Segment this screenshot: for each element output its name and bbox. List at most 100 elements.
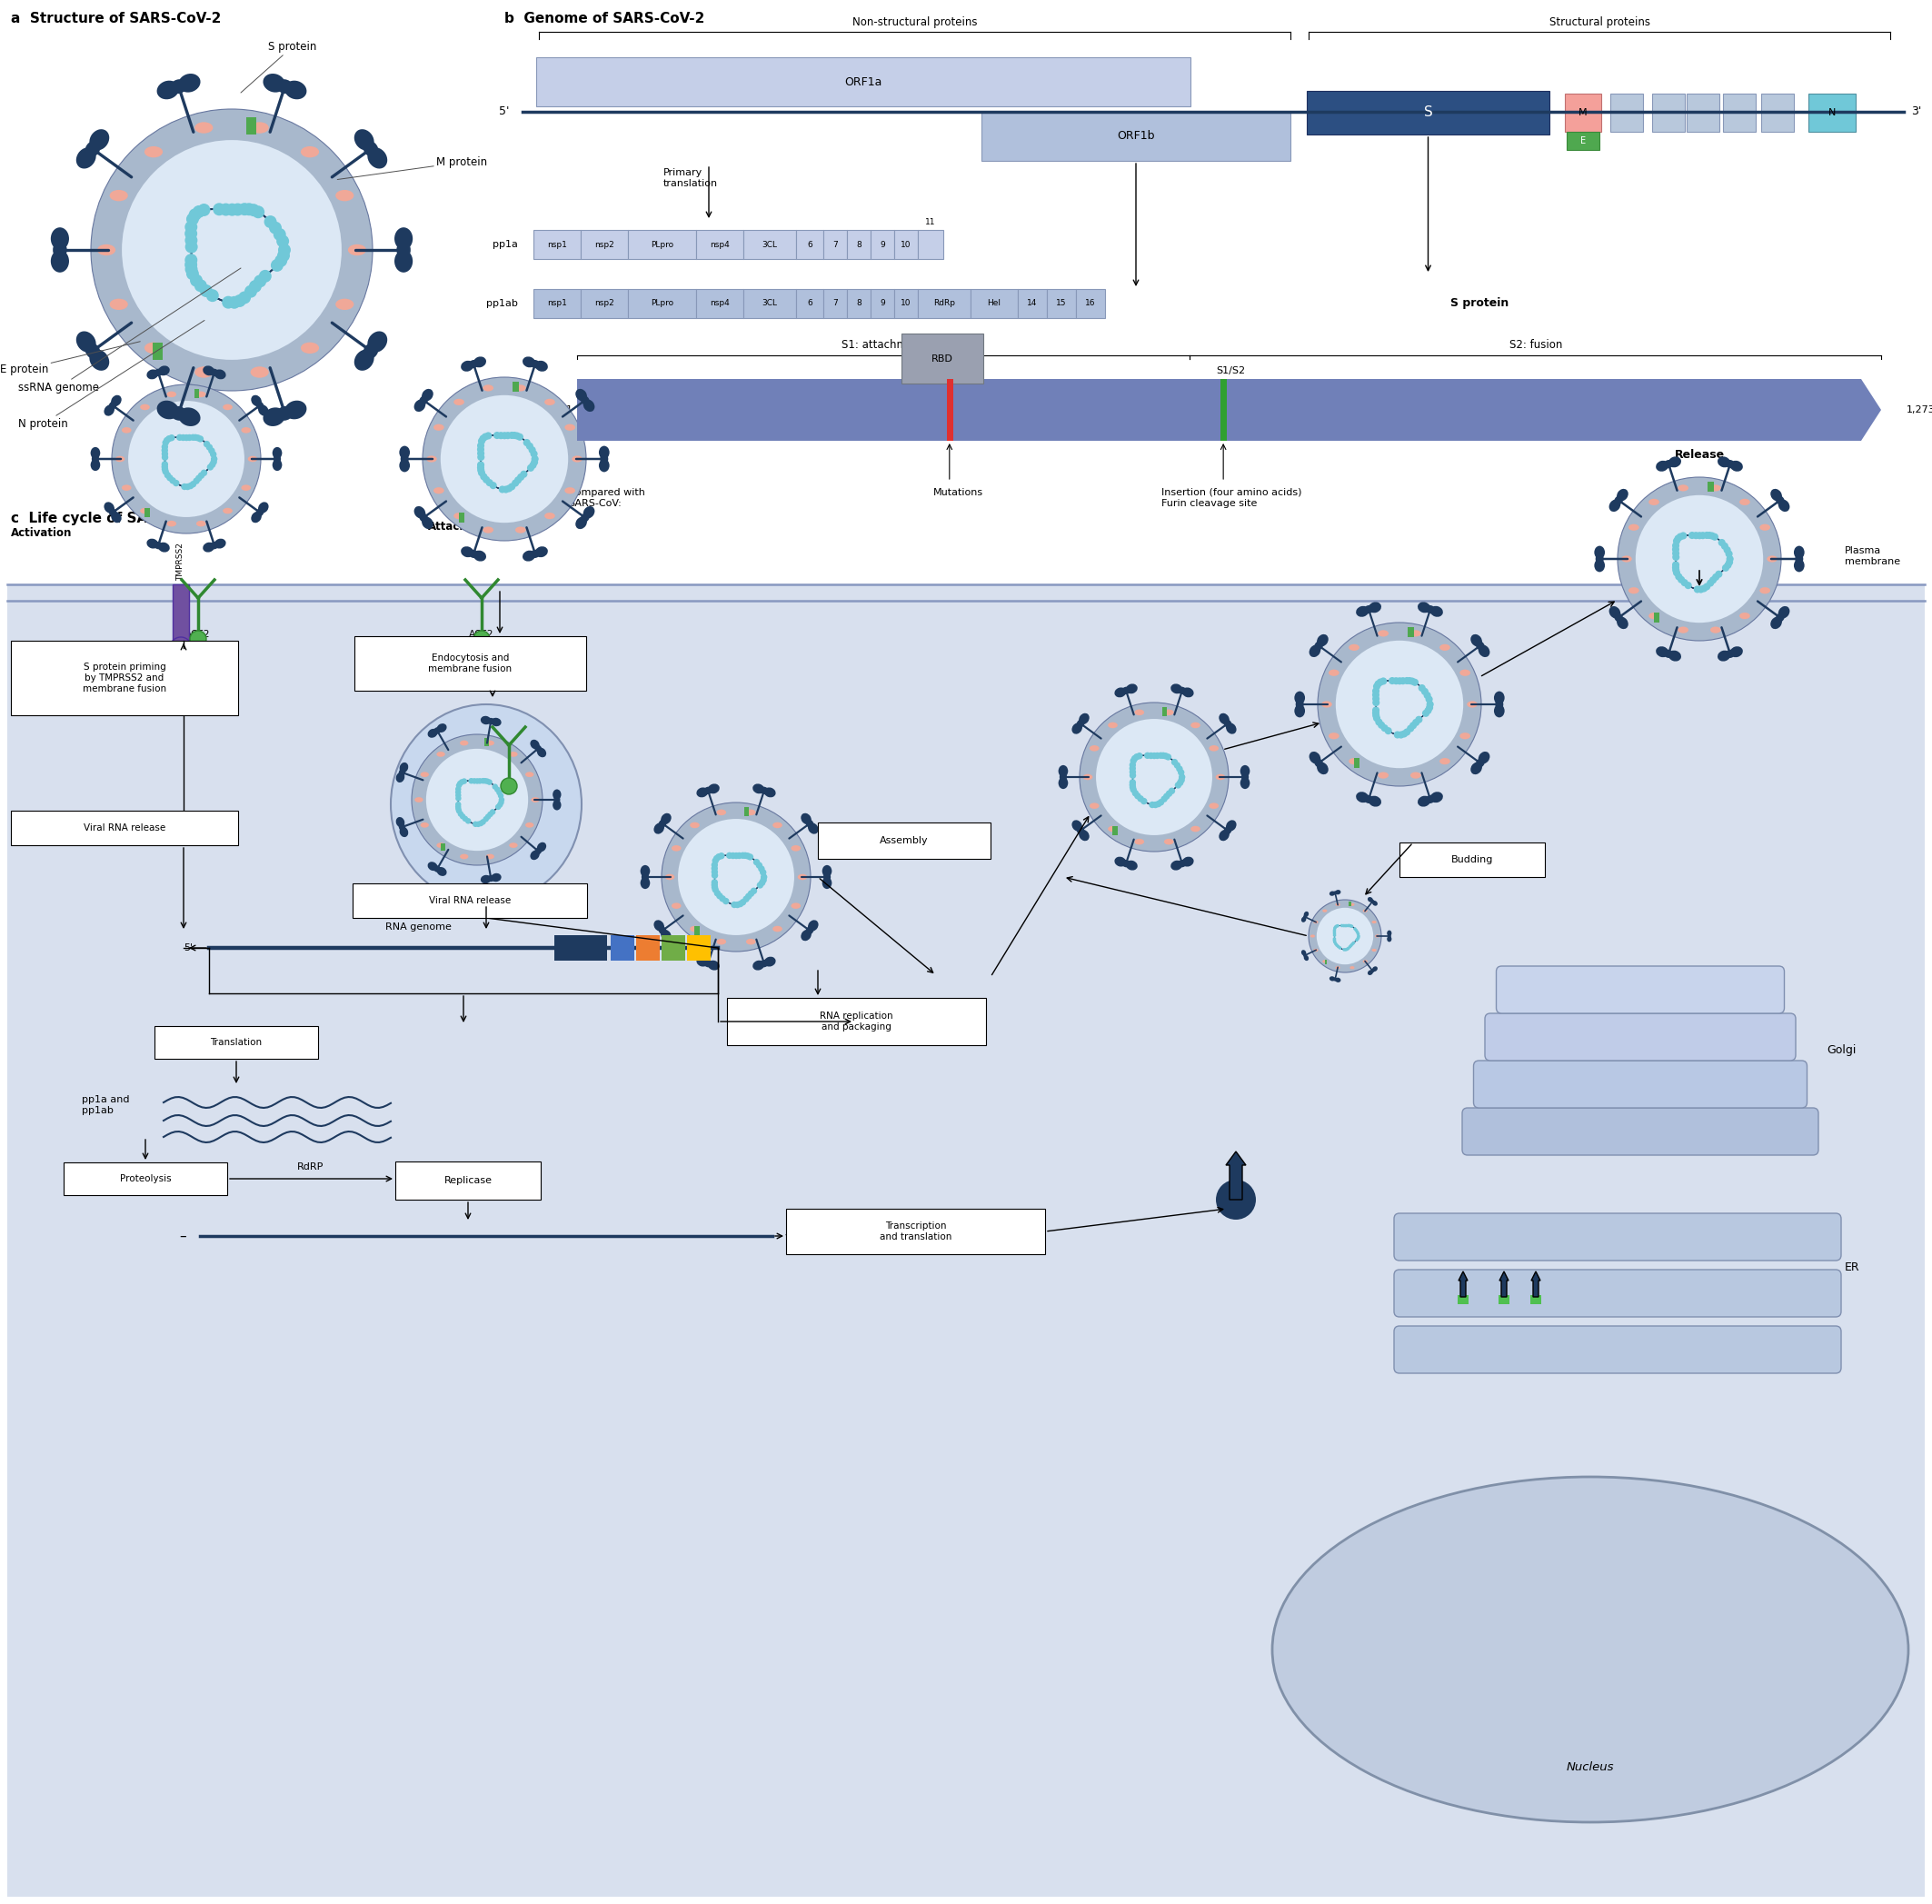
- Circle shape: [1080, 703, 1229, 851]
- Circle shape: [1343, 923, 1347, 927]
- Bar: [1762, 93, 1795, 131]
- Circle shape: [481, 432, 489, 440]
- Circle shape: [1161, 796, 1167, 802]
- Circle shape: [711, 880, 719, 885]
- Circle shape: [1352, 941, 1354, 944]
- Circle shape: [1671, 562, 1679, 569]
- Circle shape: [164, 472, 170, 478]
- Circle shape: [516, 434, 524, 440]
- Ellipse shape: [473, 356, 487, 367]
- Text: Insertion (four amino acids)
Furin cleavage site: Insertion (four amino acids) Furin cleav…: [1161, 487, 1302, 508]
- Circle shape: [475, 779, 481, 784]
- Circle shape: [1374, 680, 1381, 687]
- Ellipse shape: [396, 773, 404, 783]
- Ellipse shape: [203, 366, 214, 375]
- Circle shape: [1401, 731, 1408, 737]
- Bar: [533, 289, 582, 318]
- Circle shape: [1372, 699, 1379, 706]
- Circle shape: [265, 215, 276, 228]
- Circle shape: [1130, 779, 1136, 786]
- Ellipse shape: [717, 939, 726, 944]
- Ellipse shape: [802, 813, 811, 824]
- Circle shape: [1347, 923, 1350, 927]
- Bar: [533, 230, 582, 259]
- Ellipse shape: [806, 819, 813, 828]
- Bar: [247, 118, 257, 135]
- Bar: [871, 230, 895, 259]
- Ellipse shape: [1669, 457, 1681, 468]
- Ellipse shape: [433, 487, 444, 493]
- Circle shape: [1341, 923, 1343, 927]
- Circle shape: [199, 284, 213, 297]
- Text: E: E: [1580, 137, 1586, 145]
- Circle shape: [1675, 535, 1681, 543]
- Text: Assembly: Assembly: [879, 836, 929, 845]
- Circle shape: [497, 802, 502, 807]
- Circle shape: [526, 442, 533, 449]
- Text: Endocytosis and
membrane fusion: Endocytosis and membrane fusion: [429, 653, 512, 674]
- Ellipse shape: [1368, 602, 1381, 613]
- Circle shape: [1617, 478, 1781, 642]
- Circle shape: [479, 434, 487, 442]
- Ellipse shape: [485, 853, 495, 859]
- Ellipse shape: [178, 74, 201, 93]
- Circle shape: [719, 895, 726, 902]
- Ellipse shape: [553, 800, 560, 811]
- Circle shape: [510, 432, 518, 440]
- Bar: [1399, 842, 1546, 878]
- Ellipse shape: [251, 122, 269, 133]
- Circle shape: [497, 432, 504, 440]
- Circle shape: [1716, 571, 1723, 577]
- Circle shape: [1673, 554, 1679, 562]
- Ellipse shape: [717, 809, 726, 815]
- Ellipse shape: [798, 874, 808, 880]
- Ellipse shape: [746, 809, 755, 815]
- Circle shape: [1335, 640, 1463, 767]
- Text: RdRp: RdRp: [933, 299, 954, 308]
- Circle shape: [529, 461, 537, 468]
- Circle shape: [168, 434, 176, 442]
- Circle shape: [247, 204, 261, 217]
- Bar: [145, 508, 151, 518]
- Ellipse shape: [141, 404, 151, 409]
- Ellipse shape: [753, 784, 765, 794]
- Circle shape: [1159, 752, 1167, 760]
- FancyArrow shape: [1227, 1152, 1246, 1200]
- Ellipse shape: [413, 400, 425, 411]
- Ellipse shape: [1777, 499, 1789, 512]
- Circle shape: [487, 811, 493, 817]
- Ellipse shape: [516, 385, 526, 390]
- Circle shape: [197, 204, 211, 217]
- Circle shape: [1356, 937, 1360, 939]
- Ellipse shape: [390, 704, 582, 904]
- Circle shape: [1132, 756, 1138, 762]
- Ellipse shape: [1368, 897, 1374, 902]
- Text: 10: 10: [900, 240, 912, 249]
- Circle shape: [189, 482, 197, 487]
- Ellipse shape: [641, 872, 649, 882]
- Ellipse shape: [336, 190, 354, 202]
- Ellipse shape: [653, 823, 665, 834]
- FancyBboxPatch shape: [1395, 1270, 1841, 1318]
- Ellipse shape: [1350, 902, 1354, 906]
- Ellipse shape: [1090, 803, 1099, 809]
- Ellipse shape: [460, 853, 468, 859]
- Circle shape: [195, 280, 207, 291]
- Bar: [796, 230, 823, 259]
- Ellipse shape: [242, 426, 251, 434]
- Circle shape: [715, 853, 723, 861]
- Ellipse shape: [1677, 486, 1689, 491]
- Bar: [902, 333, 983, 383]
- Ellipse shape: [1718, 457, 1731, 468]
- Circle shape: [514, 432, 522, 440]
- Circle shape: [759, 868, 767, 876]
- Circle shape: [1335, 925, 1339, 927]
- Ellipse shape: [122, 486, 131, 491]
- Bar: [744, 230, 796, 259]
- Ellipse shape: [394, 227, 413, 249]
- Circle shape: [1318, 623, 1482, 786]
- Circle shape: [1403, 729, 1410, 735]
- Circle shape: [711, 882, 719, 889]
- Text: Activation: Activation: [12, 527, 71, 539]
- Circle shape: [736, 901, 744, 908]
